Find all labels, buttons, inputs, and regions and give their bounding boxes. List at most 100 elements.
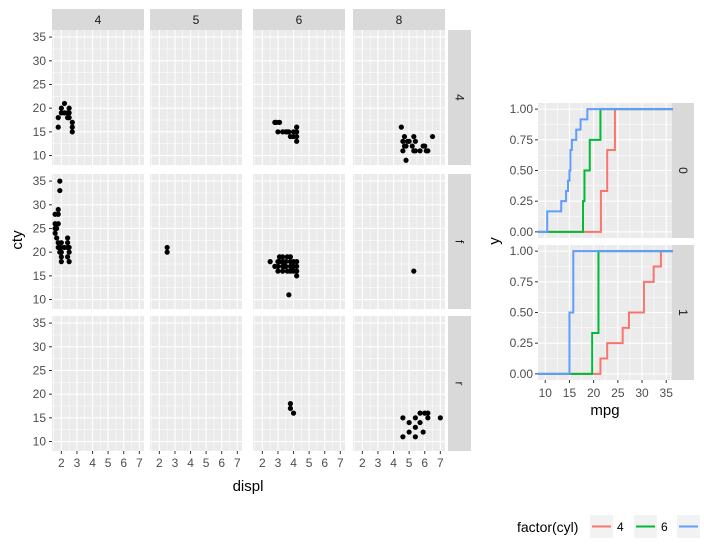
x-tick-label: 4 [290, 456, 297, 470]
data-point [275, 268, 281, 274]
x-tick-label: 7 [234, 456, 241, 470]
data-point [286, 129, 292, 135]
panel-8-r [353, 316, 445, 451]
data-point [294, 268, 300, 274]
y-tick-label: 20 [33, 387, 47, 401]
data-point [411, 133, 417, 140]
y-tick-label: 1.00 [510, 244, 534, 258]
data-point [164, 244, 170, 251]
x-tick-label: 4 [187, 456, 194, 470]
data-point [420, 143, 426, 149]
x-tick-label: 5 [306, 456, 313, 470]
ecdf-line-cyl-4 [538, 250, 673, 375]
data-point [420, 429, 426, 435]
data-point [294, 273, 300, 279]
ecdf-line-cyl-4 [538, 108, 673, 233]
panel-6-r [253, 316, 345, 451]
data-point [406, 419, 412, 426]
y-tick-label: 25 [33, 221, 47, 235]
scatter-x-axis-title: displ [233, 478, 264, 495]
y-tick-label: 35 [33, 316, 47, 330]
ecdf-line-cyl-6 [538, 108, 673, 233]
x-tick-label: 6 [421, 456, 428, 470]
x-tick-label: 6 [218, 456, 225, 470]
data-point [400, 148, 406, 154]
data-point [403, 143, 409, 149]
data-point [54, 225, 60, 232]
ecdf-y-axis-title: y [486, 237, 503, 245]
panel-background [353, 30, 445, 165]
y-tick-label: 35 [33, 174, 47, 188]
y-tick-label: 0.00 [510, 225, 534, 239]
data-point [55, 124, 61, 130]
facet-strip-row-0 [672, 103, 694, 238]
panel-4-4 [52, 30, 144, 165]
data-point [55, 221, 61, 227]
data-point [400, 434, 406, 440]
data-point [398, 124, 404, 130]
data-point [294, 133, 300, 140]
points-4-f [52, 178, 72, 265]
y-tick-label: 0.50 [510, 306, 534, 320]
data-point [66, 249, 72, 255]
data-point [412, 434, 418, 440]
data-point [403, 157, 409, 163]
data-point [58, 105, 64, 111]
y-tick-label: 1.00 [510, 102, 534, 116]
legend-title: factor(cyl) [517, 519, 578, 535]
data-point [417, 410, 423, 416]
facet-label-row-f: f [453, 240, 467, 244]
data-point [400, 415, 406, 421]
data-point [401, 133, 408, 140]
x-tick-label: 4 [390, 456, 397, 470]
data-point [64, 235, 71, 241]
facet-label-row-1: 1 [676, 309, 690, 316]
y-tick-label: 0.25 [510, 336, 534, 350]
data-point [64, 254, 71, 260]
y-tick-label: 25 [33, 77, 47, 91]
x-tick-label: 5 [105, 456, 112, 470]
data-point [417, 419, 423, 426]
x-tick-label: 2 [58, 456, 65, 470]
facet-label-col-5: 5 [193, 13, 200, 27]
data-point [406, 429, 412, 435]
data-point [66, 244, 72, 251]
data-point [425, 415, 431, 421]
x-tick-label: 2 [156, 456, 163, 470]
y-tick-label: 0.75 [510, 133, 534, 147]
data-point [61, 100, 68, 107]
data-point [294, 138, 300, 144]
data-point [287, 401, 294, 407]
facet-strip-col-4 [52, 9, 144, 30]
ecdf-figure: 0 0.00 0.25 0.50 0.75 1.00 1 0.00 0.25 0.50 0.75 1.… [510, 102, 694, 400]
x-tick-label: 30 [635, 386, 649, 400]
data-point [286, 292, 292, 298]
x-tick-label: 2 [359, 456, 366, 470]
ecdf-line-cyl-8 [538, 250, 673, 375]
facet-label-col-4: 4 [95, 13, 102, 27]
y-tick-label: 25 [33, 363, 47, 377]
data-point [66, 110, 72, 116]
x-tick-label: 2 [259, 456, 266, 470]
data-point [425, 148, 431, 154]
data-point [400, 138, 406, 144]
facet-strip-col-8 [353, 9, 445, 30]
facet-label-row-r: r [453, 382, 467, 386]
panel-4-r [52, 316, 144, 451]
x-tick-label: 3 [172, 456, 179, 470]
data-point [437, 415, 443, 421]
y-tick-label: 10 [33, 435, 47, 449]
ecdf-panel-1 [538, 245, 673, 380]
y-tick-label: 20 [33, 245, 47, 259]
ecdf-x-axis-title: mpg [590, 402, 619, 419]
x-tick-label: 5 [406, 456, 413, 470]
data-point [57, 178, 63, 184]
data-point [66, 259, 72, 265]
legend-label-cyl-4: 4 [617, 520, 624, 534]
data-point [267, 259, 273, 265]
panel-8-4 [353, 30, 445, 165]
facet-label-col-8: 8 [396, 13, 403, 27]
data-point [58, 259, 64, 265]
legend: factor(cyl) 468 [517, 515, 700, 538]
